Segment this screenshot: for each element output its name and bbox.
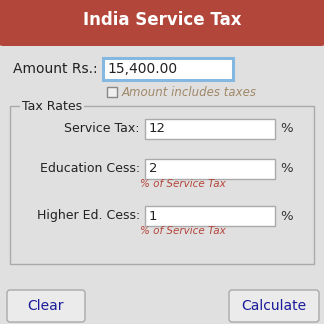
Text: % of Service Tax: % of Service Tax <box>140 226 226 236</box>
Text: 2: 2 <box>149 163 157 176</box>
Bar <box>145 119 275 139</box>
Bar <box>107 87 117 97</box>
Text: 12: 12 <box>149 122 166 135</box>
Text: Service Tax:: Service Tax: <box>64 122 140 135</box>
Text: Education Cess:: Education Cess: <box>40 163 140 176</box>
Bar <box>10 106 314 264</box>
Text: India Service Tax: India Service Tax <box>83 11 241 29</box>
Bar <box>3 31 321 41</box>
Text: Clear: Clear <box>28 299 64 313</box>
Bar <box>103 58 233 80</box>
FancyBboxPatch shape <box>7 290 85 322</box>
Text: %: % <box>280 163 293 176</box>
Text: Tax Rates: Tax Rates <box>22 99 82 112</box>
Text: Calculate: Calculate <box>241 299 307 313</box>
Text: Amount Rs.:: Amount Rs.: <box>13 62 98 76</box>
Bar <box>145 159 275 179</box>
Text: %: % <box>280 122 293 135</box>
Text: 15,400.00: 15,400.00 <box>107 62 177 76</box>
Text: Higher Ed. Cess:: Higher Ed. Cess: <box>37 210 140 223</box>
Text: %: % <box>280 210 293 223</box>
Text: 1: 1 <box>149 210 157 223</box>
Text: % of Service Tax: % of Service Tax <box>140 179 226 189</box>
Bar <box>145 206 275 226</box>
FancyBboxPatch shape <box>229 290 319 322</box>
FancyBboxPatch shape <box>0 0 324 46</box>
Text: Amount includes taxes: Amount includes taxes <box>122 86 257 98</box>
